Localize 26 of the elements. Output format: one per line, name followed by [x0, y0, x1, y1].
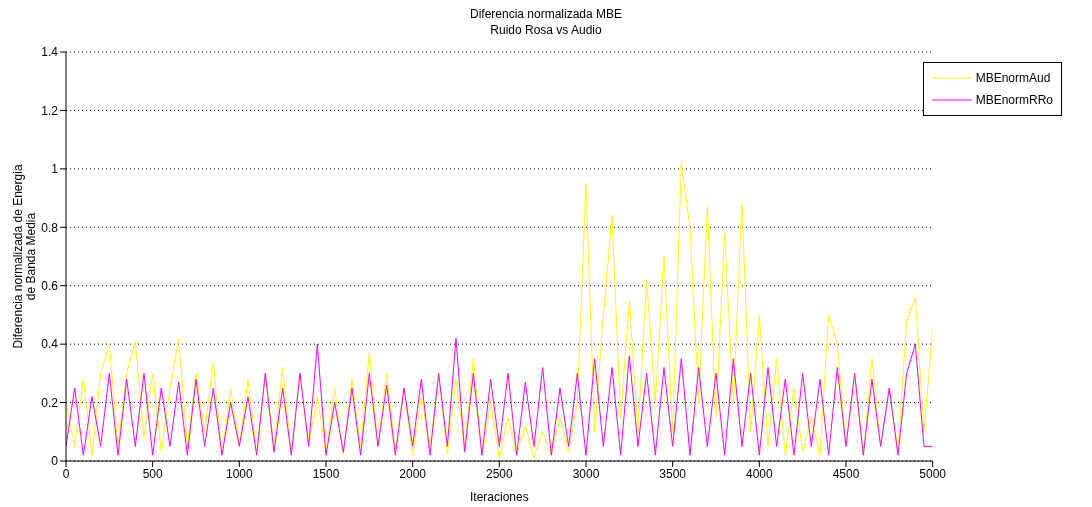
x-tick-label: 2500	[485, 466, 513, 481]
x-tick-label: 3000	[572, 466, 600, 481]
y-tick-label: 1	[51, 162, 59, 177]
chart-subtitle: Ruido Rosa vs Audio	[489, 22, 603, 38]
x-tick-label: 3500	[659, 466, 687, 481]
x-tick-label: 0	[62, 466, 70, 481]
legend-label: MBEnormRRo	[975, 93, 1053, 107]
x-tick-label: 5000	[919, 466, 947, 481]
x-tick-label: 2000	[399, 466, 427, 481]
y-tick-label: 1.2	[41, 103, 59, 118]
y-tick-label: 1.4	[41, 45, 59, 60]
y-tick-label: 0.6	[41, 278, 59, 293]
x-axis-title: Iteraciones	[469, 490, 529, 504]
x-tick-label: 1500	[312, 466, 340, 481]
y-tick-label: 0	[51, 454, 59, 469]
legend-label: MBEnormAud	[975, 71, 1051, 85]
line-series	[66, 337, 933, 456]
y-tick-label: 0.8	[41, 220, 59, 235]
x-tick-label: 1000	[225, 466, 253, 481]
y-tick-label: 0.4	[41, 337, 59, 352]
chart-title: Diferencia normalizada MBE	[468, 6, 624, 22]
y-tick-label: 0.2	[41, 395, 59, 410]
x-tick-label: 4500	[832, 466, 860, 481]
y-axis-title: Diferencia normalizada de Energia de Banda Media	[11, 164, 38, 349]
x-tick-label: 500	[142, 466, 163, 481]
x-tick-label: 4000	[745, 466, 773, 481]
